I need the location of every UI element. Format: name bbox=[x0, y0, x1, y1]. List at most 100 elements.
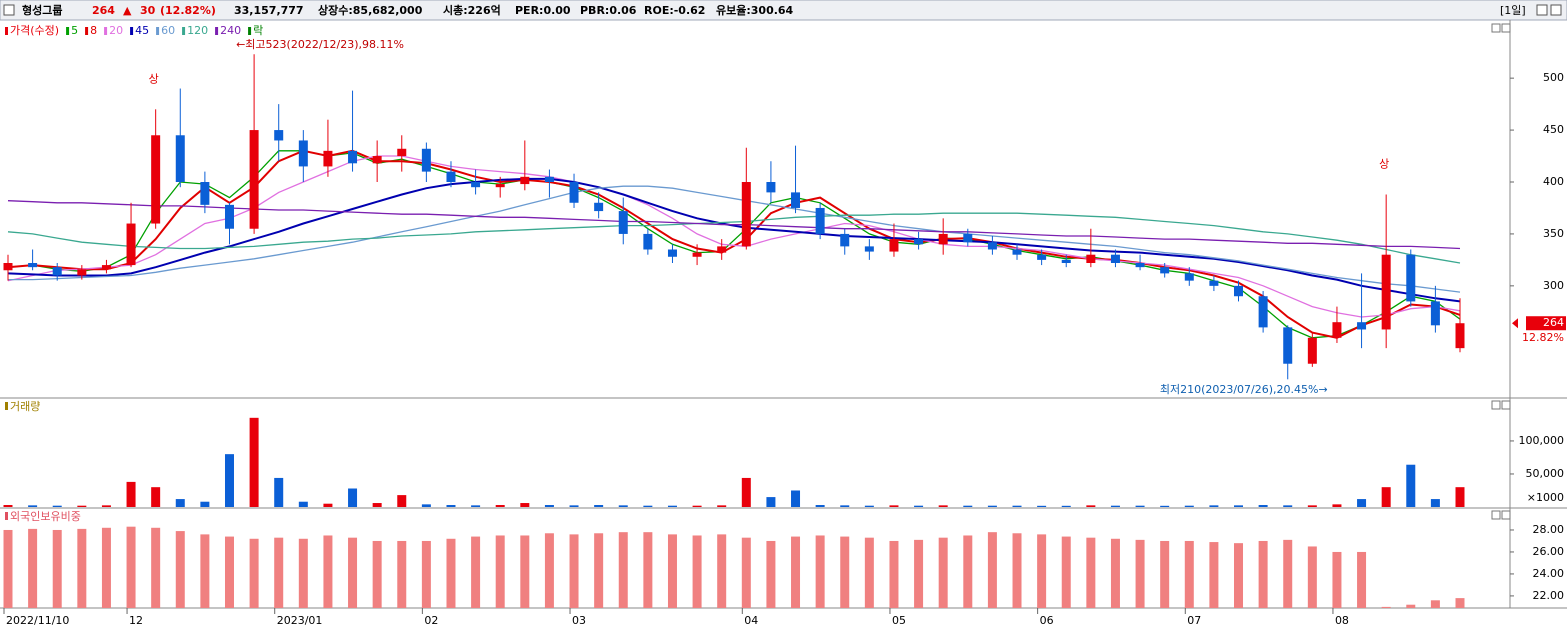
close-button[interactable] bbox=[1550, 4, 1562, 16]
y-tick-label: 26.00 bbox=[1533, 545, 1565, 558]
bar bbox=[1406, 604, 1416, 608]
candle-body bbox=[1037, 254, 1047, 260]
candle-body bbox=[1283, 327, 1293, 364]
price-tag bbox=[1526, 316, 1566, 331]
bar bbox=[569, 505, 579, 507]
x-tick-label: 03 bbox=[572, 614, 586, 627]
candle-body bbox=[1135, 263, 1145, 268]
price: 264 bbox=[92, 4, 115, 17]
bar bbox=[1209, 542, 1219, 608]
panel-button[interactable] bbox=[1491, 510, 1501, 520]
limit-up-marker: 상 bbox=[1379, 157, 1389, 170]
panel-button[interactable] bbox=[1491, 400, 1501, 410]
bar bbox=[151, 487, 161, 507]
bar bbox=[643, 505, 653, 507]
legend-swatch bbox=[5, 512, 8, 520]
bar bbox=[1012, 533, 1022, 608]
candle-body bbox=[889, 239, 899, 252]
bar bbox=[126, 526, 136, 608]
bar bbox=[126, 481, 136, 507]
candle-body bbox=[963, 233, 973, 243]
bar bbox=[249, 417, 259, 507]
candle-body bbox=[643, 233, 653, 250]
header-bar bbox=[0, 0, 1567, 21]
bar bbox=[1184, 540, 1194, 608]
bar bbox=[914, 539, 924, 608]
candle-body bbox=[1209, 280, 1219, 286]
bar bbox=[77, 528, 87, 608]
candle-body bbox=[298, 140, 308, 167]
panel-button[interactable] bbox=[1501, 400, 1511, 410]
candle-body bbox=[1455, 323, 1465, 349]
candle-body bbox=[3, 263, 13, 271]
bar bbox=[544, 533, 554, 608]
roe: ROE:-0.62 bbox=[644, 4, 705, 17]
bar bbox=[938, 505, 948, 507]
bar bbox=[101, 505, 111, 507]
panel-button[interactable] bbox=[1501, 23, 1511, 33]
window-button[interactable] bbox=[1536, 4, 1548, 16]
bar bbox=[274, 537, 284, 608]
legend-swatch bbox=[5, 402, 8, 410]
legend-swatch bbox=[5, 27, 8, 35]
bar bbox=[323, 535, 333, 608]
candle-body bbox=[1307, 337, 1317, 364]
candle-body bbox=[1332, 322, 1342, 338]
legend-label: 240 bbox=[220, 24, 241, 37]
bar bbox=[692, 535, 702, 608]
panel-title: 외국인보유비중 bbox=[10, 510, 81, 523]
y-tick-label: 24.00 bbox=[1533, 567, 1565, 580]
bar bbox=[200, 534, 210, 608]
bar bbox=[667, 505, 677, 507]
bar bbox=[766, 540, 776, 608]
y-tick-label: 500 bbox=[1543, 71, 1564, 84]
candle-body bbox=[741, 182, 751, 247]
price-tag-arrow bbox=[1512, 318, 1518, 329]
x-tick-label: 07 bbox=[1187, 614, 1201, 627]
candle-body bbox=[594, 202, 604, 212]
candle-body bbox=[200, 182, 210, 205]
header-checkbox[interactable] bbox=[3, 4, 15, 16]
y-tick-label: 22.00 bbox=[1533, 589, 1565, 602]
panel-button[interactable] bbox=[1491, 23, 1501, 33]
candle-body bbox=[766, 182, 776, 193]
change-pct: (12.82%) bbox=[160, 4, 216, 17]
x-tick-label: 02 bbox=[424, 614, 438, 627]
candle-body bbox=[151, 135, 161, 224]
candle-body bbox=[815, 207, 825, 234]
bar bbox=[1209, 505, 1219, 507]
bar bbox=[594, 505, 604, 507]
candle-body bbox=[495, 184, 505, 188]
bar bbox=[1430, 600, 1440, 608]
candle-body bbox=[1061, 259, 1071, 263]
legend-swatch bbox=[104, 27, 108, 35]
y-tick-label: 28.00 bbox=[1533, 523, 1565, 536]
candle-body bbox=[446, 171, 456, 182]
bar bbox=[1061, 505, 1071, 507]
y-tick-label: 400 bbox=[1543, 175, 1564, 188]
candle-body bbox=[520, 176, 530, 185]
bar bbox=[1184, 505, 1194, 507]
period[interactable]: [1일] bbox=[1500, 3, 1526, 17]
bar bbox=[348, 537, 358, 608]
bar bbox=[1332, 504, 1342, 507]
bar bbox=[864, 505, 874, 507]
candle-body bbox=[101, 265, 111, 270]
bar bbox=[3, 529, 13, 608]
candle-body bbox=[1381, 254, 1391, 330]
bar bbox=[1381, 606, 1391, 608]
bar bbox=[1110, 505, 1120, 507]
x-tick-label: 06 bbox=[1040, 614, 1054, 627]
bar bbox=[1283, 505, 1293, 507]
bar bbox=[1258, 505, 1268, 507]
panel-button[interactable] bbox=[1501, 510, 1511, 520]
bar bbox=[766, 497, 776, 507]
bar bbox=[421, 540, 431, 608]
bar bbox=[741, 477, 751, 507]
bar bbox=[446, 538, 456, 608]
candle-body bbox=[1086, 254, 1096, 263]
market-cap: 시총:226억 bbox=[443, 3, 501, 17]
bar bbox=[1332, 551, 1342, 608]
